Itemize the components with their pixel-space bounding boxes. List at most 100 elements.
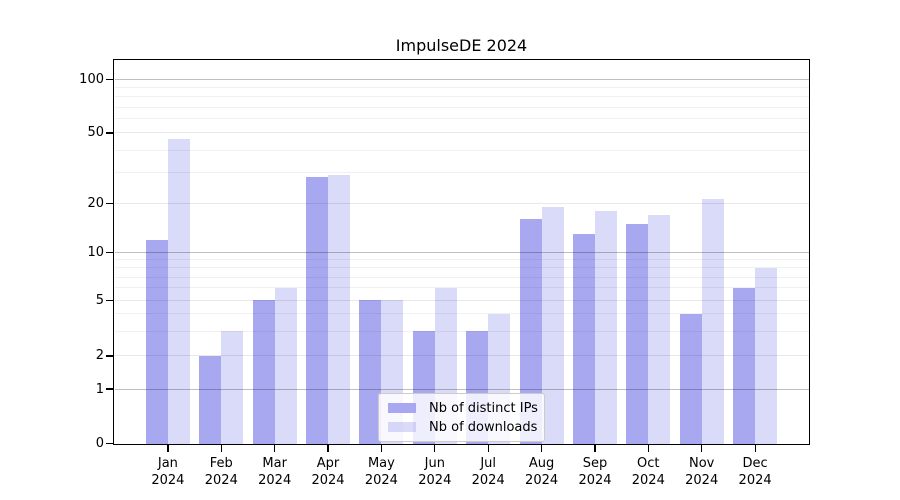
bar-ips	[626, 223, 649, 444]
y-tick-mark	[106, 299, 113, 301]
x-tick-mark	[380, 445, 383, 452]
y-tick-label: 2	[95, 348, 104, 364]
grid-line	[114, 330, 809, 332]
chart-title: ImpulseDE 2024	[395, 36, 528, 55]
y-tick-mark	[106, 388, 113, 390]
legend-swatch-ips-icon	[388, 403, 416, 413]
bar-ips	[679, 313, 702, 444]
grid-line	[114, 171, 809, 173]
x-tick-month: Nov	[689, 456, 715, 471]
bar-ips	[359, 300, 382, 444]
grid-line	[114, 87, 809, 89]
x-tick-month: Oct	[637, 456, 660, 471]
bar-downloads	[648, 214, 671, 444]
bar-downloads	[755, 267, 778, 444]
grid-line	[114, 79, 809, 81]
x-tick-month: Dec	[742, 456, 768, 471]
x-tick-label: Mar 2024	[247, 455, 303, 489]
x-tick-label: Nov 2024	[674, 455, 730, 489]
legend-swatch-downloads-icon	[388, 422, 416, 432]
grid-line	[114, 149, 809, 151]
x-tick-year: 2024	[631, 473, 665, 488]
x-tick-mark	[487, 445, 489, 452]
y-tick-label: 10	[87, 245, 104, 261]
grid-line	[114, 132, 809, 134]
x-tick-year: 2024	[204, 473, 238, 488]
bar-ips	[573, 233, 595, 444]
x-tick-mark	[434, 445, 436, 452]
x-tick-year: 2024	[738, 473, 772, 488]
bar-ips	[306, 177, 328, 444]
x-tick-year: 2024	[525, 473, 559, 488]
x-tick-mark	[327, 445, 329, 452]
bar-ips	[519, 219, 542, 444]
legend-label-ips: Nb of distinct IPs	[429, 400, 538, 416]
x-tick-mark	[167, 445, 169, 452]
x-tick-label: Aug 2024	[514, 455, 570, 489]
x-tick-mark	[594, 445, 596, 452]
x-tick-year: 2024	[578, 473, 612, 488]
x-tick-month: May	[367, 456, 395, 471]
x-tick-mark	[701, 445, 703, 452]
bar-downloads	[274, 287, 297, 444]
x-tick-month: Jan	[157, 456, 178, 471]
y-tick-label: 100	[79, 72, 104, 88]
grid-line	[114, 106, 809, 108]
grid-line	[114, 202, 809, 204]
legend-entry-ips: Nb of distinct IPs	[388, 400, 538, 416]
bar-ips	[252, 300, 275, 444]
x-tick-label: Dec 2024	[727, 455, 783, 489]
x-tick-year: 2024	[418, 473, 452, 488]
bar-ips	[145, 239, 168, 444]
bar-downloads	[595, 210, 617, 444]
grid-line	[114, 267, 809, 269]
y-tick-mark	[106, 202, 113, 204]
grid-line	[114, 118, 809, 120]
y-tick-label: 5	[95, 292, 104, 308]
bar-downloads	[221, 331, 244, 444]
grid-line	[114, 276, 809, 278]
x-tick-month: Aug	[528, 456, 555, 471]
x-tick-label: Jul 2024	[460, 455, 516, 489]
bar-downloads	[541, 206, 564, 444]
x-tick-label: May 2024	[353, 455, 409, 489]
y-tick-mark	[106, 442, 113, 445]
grid-line	[114, 355, 809, 357]
grid-line	[114, 259, 809, 261]
legend-label-downloads: Nb of downloads	[429, 419, 538, 435]
y-tick-label: 1	[95, 381, 104, 397]
x-tick-mark	[541, 445, 543, 452]
x-tick-year: 2024	[311, 473, 345, 488]
x-tick-year: 2024	[471, 473, 505, 488]
grid-line	[114, 96, 809, 98]
x-tick-year: 2024	[258, 473, 292, 488]
x-tick-year: 2024	[685, 473, 719, 488]
x-tick-mark	[274, 445, 276, 452]
grid-line	[114, 299, 809, 301]
x-tick-label: Sep 2024	[567, 455, 623, 489]
y-tick-mark	[106, 79, 113, 81]
x-tick-mark	[220, 445, 222, 452]
x-tick-month: Sep	[582, 456, 608, 471]
grid-line	[114, 313, 809, 315]
bar-downloads	[167, 139, 190, 444]
y-tick-mark	[106, 132, 113, 134]
x-tick-month: Mar	[262, 456, 287, 471]
x-tick-mark	[754, 445, 756, 452]
y-tick-mark	[106, 355, 113, 357]
bar-downloads	[328, 174, 350, 444]
grid-line	[114, 287, 809, 289]
y-tick-label: 20	[87, 195, 104, 211]
x-tick-year: 2024	[151, 473, 185, 488]
x-tick-label: Feb 2024	[193, 455, 249, 489]
y-tick-mark	[106, 252, 113, 254]
x-tick-month: Jun	[424, 456, 445, 471]
bar-ips	[733, 287, 756, 444]
bar-downloads	[701, 199, 724, 444]
x-tick-label: Oct 2024	[620, 455, 676, 489]
x-tick-mark	[647, 445, 649, 452]
x-tick-label: Jan 2024	[140, 455, 196, 489]
x-tick-month: Feb	[209, 456, 233, 471]
grid-line	[114, 252, 809, 254]
x-tick-label: Apr 2024	[300, 455, 356, 489]
